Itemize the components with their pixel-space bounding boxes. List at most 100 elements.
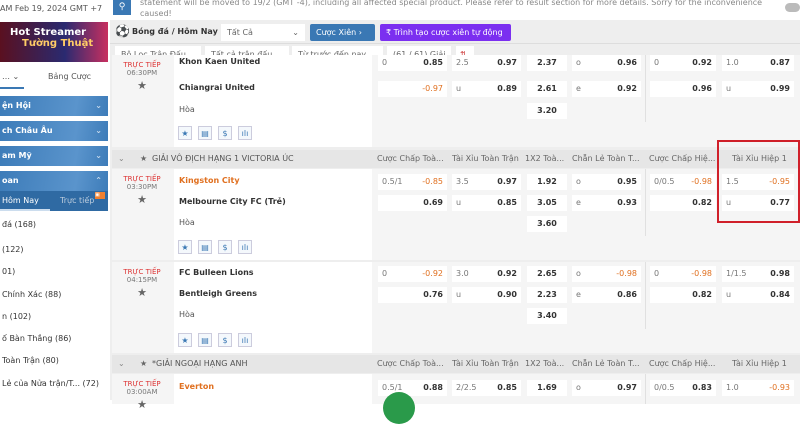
odds-cell[interactable]: 2.5 0.97 <box>452 55 521 71</box>
odds-cell[interactable]: u 0.84 <box>722 287 794 303</box>
odds-cell[interactable]: o -0.98 <box>572 266 641 282</box>
chevron-down-icon: ⌄ <box>292 28 299 37</box>
dollar-icon[interactable]: $ <box>218 333 232 347</box>
sidebar-item[interactable]: Chính Xác (88) <box>2 290 62 299</box>
odds-cell[interactable]: -0.97 <box>378 81 447 97</box>
league-header[interactable]: ⌄ ★ *GIẢI NGOẠI HẠNG ANH Cược Chấp Toà... Tà… <box>112 355 800 373</box>
odds-cell[interactable]: 2.23 <box>527 287 567 303</box>
sidebar-item[interactable]: ố Bàn Thắng (86) <box>2 334 72 343</box>
odds-cell[interactable]: 2/2.5 0.85 <box>452 380 521 396</box>
odds-cell[interactable]: 0.5/1 0.88 <box>378 380 447 396</box>
odds-cell[interactable]: 3.05 <box>527 195 567 211</box>
odds-cell[interactable]: u 0.90 <box>452 287 521 303</box>
collapse-icon[interactable]: ⌄ <box>118 154 125 163</box>
parlay-button[interactable]: Cược Xiên › <box>310 24 375 41</box>
collapse-icon[interactable]: ⌄ <box>118 359 125 368</box>
star-icon[interactable]: ★ <box>140 154 148 163</box>
sidebar-item[interactable]: Toàn Trận (80) <box>2 356 59 365</box>
star-icon[interactable]: ★ <box>140 359 148 368</box>
tab-bet-slip[interactable]: Bảng Cược <box>48 72 92 81</box>
odds-draw[interactable]: 3.20 <box>527 103 567 119</box>
sidebar-item[interactable]: Lẻ của Nửa trận/T... (72) <box>2 379 99 388</box>
odds-cell[interactable]: u 0.85 <box>452 195 521 211</box>
dollar-icon[interactable]: $ <box>218 240 232 254</box>
odds-cell[interactable]: 3.5 0.97 <box>452 174 521 190</box>
odds-cell[interactable]: 0 0.85 <box>378 55 447 71</box>
subtab-today[interactable]: Hôm Nay <box>2 196 39 205</box>
odds-cell[interactable]: 0 -0.98 <box>650 266 716 282</box>
chart-icon[interactable]: ılı <box>238 126 252 140</box>
stats-card-icon[interactable]: ▤ <box>198 126 212 140</box>
odds-cell[interactable]: 2.65 <box>527 266 567 282</box>
sport-filter-select[interactable]: Tất Cả ⌄ <box>221 24 305 41</box>
odds-cell[interactable]: 0/0.5 -0.98 <box>650 174 716 190</box>
banner-hot-streamer[interactable]: Hot Streamer Tường Thuật <box>0 22 108 62</box>
odds-cell[interactable]: 0.82 <box>650 195 716 211</box>
odds-draw[interactable]: 3.60 <box>527 216 567 232</box>
stats-card-icon[interactable]: ▤ <box>198 240 212 254</box>
odds-cell[interactable]: u 0.77 <box>722 195 794 211</box>
odds-cell[interactable]: 0.96 <box>650 81 716 97</box>
odds-cell[interactable]: o 0.96 <box>572 55 641 71</box>
odds-line: 0 <box>654 269 660 278</box>
odds-draw[interactable]: 3.40 <box>527 308 567 324</box>
league-header[interactable]: ⌄ ★ GIẢI VÔ ĐỊCH HẠNG 1 VICTORIA ÚC Cược Ch… <box>112 150 800 168</box>
sidebar-section[interactable]: am Mỹ ⌄ <box>0 146 108 166</box>
odds-cell[interactable]: e 0.93 <box>572 195 641 211</box>
odds-cell[interactable]: 0 0.92 <box>650 55 716 71</box>
auto-parlay-button[interactable]: ₹ Trình tạo cược xiên tự động <box>380 24 511 41</box>
odds-line: 0 <box>382 58 388 67</box>
odds-cell[interactable]: 0.82 <box>650 287 716 303</box>
favorite-icon[interactable]: ★ <box>178 126 192 140</box>
dollar-icon[interactable]: $ <box>218 126 232 140</box>
odds-cell[interactable]: 0.69 <box>378 195 447 211</box>
subtab-live[interactable]: Trực tiếp <box>60 196 95 205</box>
odds-cell[interactable]: 1/1.5 0.98 <box>722 266 794 282</box>
odds-cell[interactable]: 0.76 <box>378 287 447 303</box>
menu-dropdown[interactable]: … ⌄ <box>2 72 20 81</box>
favorite-star-icon[interactable]: ★ <box>137 79 147 92</box>
favorite-icon[interactable]: ★ <box>178 333 192 347</box>
odds-cell[interactable]: 1.69 <box>527 380 567 396</box>
chart-icon[interactable]: ılı <box>238 333 252 347</box>
odds-cell[interactable]: o 0.97 <box>572 380 641 396</box>
odds-cell[interactable]: 0.5/1 -0.85 <box>378 174 447 190</box>
odds-cell[interactable]: 3.0 0.92 <box>452 266 521 282</box>
odds-cell[interactable]: 0 -0.92 <box>378 266 447 282</box>
stats-card-icon[interactable]: ▤ <box>198 333 212 347</box>
tab-underline <box>0 87 24 89</box>
sidebar-item[interactable]: 01) <box>2 267 16 276</box>
favorite-star-icon[interactable]: ★ <box>137 193 147 206</box>
sidebar-item[interactable]: (122) <box>2 245 24 254</box>
odds-cell[interactable]: 1.0 0.87 <box>722 55 794 71</box>
odds-cell[interactable]: e 0.92 <box>572 81 641 97</box>
favorite-star-icon[interactable]: ★ <box>137 286 147 299</box>
chat-bubble-button[interactable] <box>383 392 415 424</box>
match-row: TRỰC TIẾP 03:30PM ★ Kingston City Melbourne … <box>112 169 800 260</box>
odds-cell[interactable]: 0/0.5 0.83 <box>650 380 716 396</box>
sidebar-item[interactable]: đá (168) <box>2 220 37 229</box>
sidebar-item[interactable]: n (102) <box>2 312 32 321</box>
match-actions: ★ ▤ $ ılı <box>174 236 372 260</box>
chart-icon[interactable]: ılı <box>238 240 252 254</box>
odds-cell[interactable]: 2.37 <box>527 55 567 71</box>
sidebar-section[interactable]: oan ⌃ <box>0 171 108 191</box>
sidebar-section[interactable]: ện Hội ⌄ <box>0 96 108 116</box>
teams: Kingston City Melbourne City FC (Trẻ) Hòa <box>174 169 372 236</box>
odds-cell[interactable]: e 0.86 <box>572 287 641 303</box>
odds-cell[interactable]: u 0.89 <box>452 81 521 97</box>
divider <box>110 43 800 44</box>
odds-cell[interactable]: u 0.99 <box>722 81 794 97</box>
odds-cell[interactable]: 1.92 <box>527 174 567 190</box>
kickoff-time: 06:30PM <box>126 69 158 77</box>
odds-cell[interactable]: 1.0 -0.93 <box>722 380 794 396</box>
sidebar-section[interactable]: ch Châu Âu ⌄ <box>0 121 108 141</box>
odds-cell[interactable]: o 0.95 <box>572 174 641 190</box>
search-button[interactable]: ⚲ <box>113 0 131 15</box>
match-time: TRỰC TIẾP 06:30PM ★ <box>112 55 172 147</box>
odds-cell[interactable]: 1.5 -0.95 <box>722 174 794 190</box>
favorite-icon[interactable]: ★ <box>178 240 192 254</box>
odds-cell[interactable]: 2.61 <box>527 81 567 97</box>
toggle[interactable] <box>785 3 800 12</box>
column-header: Cược Chấp Toà... <box>377 359 444 368</box>
